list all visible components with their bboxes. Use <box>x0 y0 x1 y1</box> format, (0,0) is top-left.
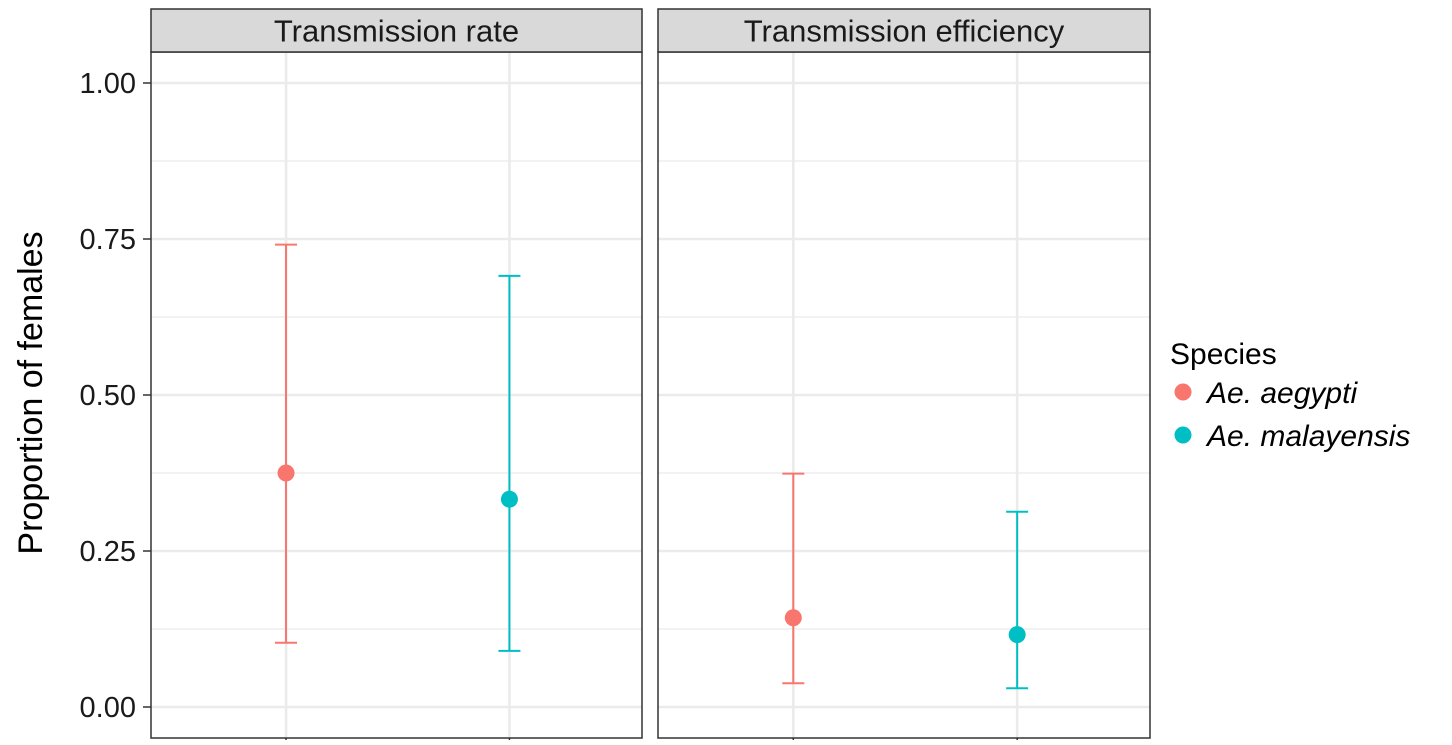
y-tick-label: 0.25 <box>80 536 136 568</box>
legend-title: Species <box>1170 338 1277 371</box>
facet-panel: Transmission efficiency <box>657 8 1151 742</box>
data-point <box>500 490 518 508</box>
legend-label: Ae. malayensis <box>1205 420 1410 453</box>
data-point <box>1008 626 1026 644</box>
facet-strip <box>150 8 643 53</box>
y-axis-title: Proportion of females <box>12 231 50 554</box>
data-point <box>784 609 802 627</box>
facet-strip <box>657 8 1151 53</box>
legend-key <box>1174 383 1192 401</box>
facet-strip-label: Transmission rate <box>274 14 519 49</box>
legend-key <box>1174 426 1192 444</box>
y-tick-label: 0.00 <box>80 692 136 724</box>
data-point <box>277 464 295 482</box>
legend-label: Ae. aegypti <box>1205 377 1358 410</box>
y-tick-label: 1.00 <box>80 68 136 100</box>
y-tick-label: 0.50 <box>80 380 136 412</box>
y-tick-label: 0.75 <box>80 224 136 256</box>
facet-strip-label: Transmission efficiency <box>744 14 1065 49</box>
facet-panel: Transmission rate <box>150 8 643 742</box>
